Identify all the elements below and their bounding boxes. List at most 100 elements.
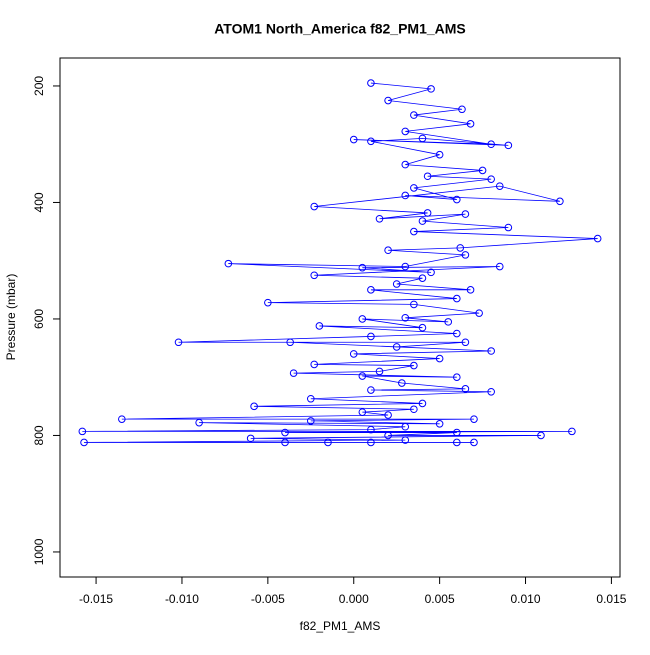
data-point xyxy=(401,313,410,322)
y-axis-label: Pressure (mbar) xyxy=(4,274,18,361)
data-point xyxy=(401,127,410,136)
data-point xyxy=(504,223,513,232)
data-point xyxy=(568,427,576,436)
y-tick-label: 600 xyxy=(32,309,46,329)
data-point xyxy=(593,234,602,243)
data-point xyxy=(80,438,88,447)
data-point xyxy=(306,394,315,403)
data-point xyxy=(423,209,432,217)
data-point xyxy=(367,79,375,87)
data-point xyxy=(306,417,315,425)
data-point xyxy=(458,105,466,114)
data-point xyxy=(427,85,435,93)
data-point xyxy=(461,251,470,259)
data-point xyxy=(324,438,332,447)
data-point xyxy=(315,322,324,330)
data-point xyxy=(401,436,410,444)
data-point xyxy=(410,300,418,309)
data-point xyxy=(453,195,461,204)
data-point xyxy=(310,271,319,280)
data-point xyxy=(375,214,384,223)
data-point xyxy=(461,338,470,347)
data-point xyxy=(195,418,203,427)
y-tick-label: 800 xyxy=(32,425,46,445)
y-tick-label: 400 xyxy=(32,192,46,212)
data-point xyxy=(367,438,375,447)
data-point xyxy=(367,386,375,394)
data-point xyxy=(461,210,470,218)
data-point xyxy=(410,361,418,370)
data-point xyxy=(453,294,461,303)
data-point xyxy=(349,135,358,144)
data-point xyxy=(435,150,444,159)
data-point xyxy=(427,268,435,277)
data-point xyxy=(174,338,183,347)
data-point xyxy=(410,111,418,119)
data-point xyxy=(401,191,410,200)
data-point xyxy=(384,411,392,419)
data-point xyxy=(384,431,392,440)
y-tick-label: 200 xyxy=(32,76,46,96)
data-point xyxy=(418,217,427,225)
data-point xyxy=(367,137,375,146)
data-point xyxy=(453,438,461,447)
data-point xyxy=(418,323,427,332)
data-point xyxy=(495,262,504,271)
data-point xyxy=(435,420,444,428)
data-point xyxy=(264,298,272,307)
data-point xyxy=(487,175,495,183)
data-point xyxy=(453,329,461,338)
data-point xyxy=(537,431,545,440)
data-point xyxy=(435,354,444,363)
data-point xyxy=(392,280,401,288)
x-tick-label: 0.015 xyxy=(596,592,626,606)
data-point xyxy=(392,343,401,351)
data-point xyxy=(401,262,410,271)
data-point xyxy=(78,427,87,436)
data-point xyxy=(401,160,410,169)
y-tick-label: 1000 xyxy=(32,538,46,565)
data-point xyxy=(410,184,418,192)
data-point xyxy=(556,197,564,206)
data-point xyxy=(358,372,367,380)
plot-frame xyxy=(59,57,621,578)
x-tick-label: 0.005 xyxy=(425,592,455,606)
data-point xyxy=(475,309,483,317)
x-tick-label: 0.010 xyxy=(511,592,541,606)
plot-area xyxy=(78,79,602,447)
data-point xyxy=(375,367,384,376)
data-point xyxy=(456,244,465,252)
data-point xyxy=(418,274,427,282)
x-axis-label: f82_PM1_AMS xyxy=(300,619,381,633)
data-point xyxy=(289,369,298,377)
data-point xyxy=(487,347,495,355)
data-point xyxy=(487,387,495,396)
data-point xyxy=(367,286,375,294)
data-point xyxy=(410,405,418,414)
data-point xyxy=(250,402,258,411)
data-point xyxy=(444,318,453,326)
data-point xyxy=(118,415,126,423)
data-point xyxy=(418,134,427,143)
data-point xyxy=(367,332,375,341)
data-point xyxy=(349,350,358,358)
data-point xyxy=(358,408,367,416)
data-point xyxy=(310,202,319,211)
data-point xyxy=(495,182,504,190)
x-tick-label: -0.005 xyxy=(251,592,285,606)
data-point xyxy=(410,227,418,236)
data-point xyxy=(466,120,475,128)
data-point xyxy=(246,434,255,443)
x-tick-label: -0.015 xyxy=(79,592,113,606)
data-line xyxy=(82,82,598,443)
data-point xyxy=(367,425,375,434)
data-point xyxy=(358,315,367,323)
data-point xyxy=(478,166,487,175)
data-point xyxy=(487,140,495,149)
data-point xyxy=(281,438,289,447)
data-point xyxy=(384,96,392,105)
data-point xyxy=(224,259,233,268)
data-point xyxy=(310,360,319,369)
